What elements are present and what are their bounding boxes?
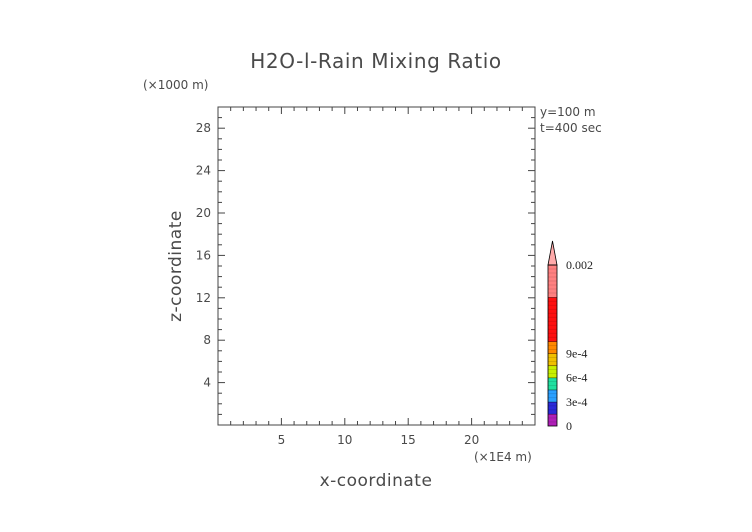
x-tick-label: 20 — [464, 433, 479, 447]
colorbar-frame — [547, 264, 558, 427]
colorbar-label: 0.002 — [566, 258, 593, 272]
colorbar-label: 3e-4 — [566, 395, 587, 409]
colorbar-segment — [548, 377, 557, 390]
colorbar-segment — [548, 401, 557, 414]
y-tick-label: 24 — [196, 164, 211, 178]
colorbar-segment — [548, 341, 557, 354]
y-axis-label: z-coordinate — [166, 210, 186, 322]
y-tick-label: 8 — [203, 333, 211, 347]
x-tick-label: 15 — [401, 433, 416, 447]
y-tick-label: 16 — [196, 248, 211, 262]
plot-area — [217, 106, 536, 426]
y-tick-label: 4 — [203, 376, 211, 390]
x-axis-label: x-coordinate — [320, 471, 433, 491]
colorbar-segment — [548, 265, 557, 298]
x-unit-label: (×1E4 m) — [474, 450, 532, 464]
y-unit-label: (×1000 m) — [143, 78, 208, 92]
colorbar-segment — [548, 297, 557, 342]
colorbar: 0 3e-4 6e-4 9e-4 0.002 — [547, 240, 593, 433]
colorbar-segment — [548, 413, 557, 426]
axis-ticks: 5 10 15 20 4 8 12 16 20 24 28 — [196, 107, 535, 447]
annotation-y: y=100 m — [540, 105, 596, 119]
y-tick-label: 12 — [196, 291, 211, 305]
colorbar-segment — [548, 353, 557, 366]
annotation-t: t=400 sec — [540, 121, 602, 135]
colorbar-label: 6e-4 — [566, 371, 587, 385]
colorbar-overflow-arrow — [547, 240, 558, 266]
y-tick-label: 20 — [196, 206, 211, 220]
colorbar-label: 9e-4 — [566, 347, 587, 361]
y-tick-label: 28 — [196, 121, 211, 135]
colorbar-segment — [548, 389, 557, 402]
x-tick-label: 5 — [278, 433, 286, 447]
chart-title: H2O-l-Rain Mixing Ratio — [250, 49, 501, 73]
colorbar-segment — [548, 365, 557, 378]
x-tick-label: 10 — [337, 433, 352, 447]
colorbar-label: 0 — [566, 419, 572, 433]
